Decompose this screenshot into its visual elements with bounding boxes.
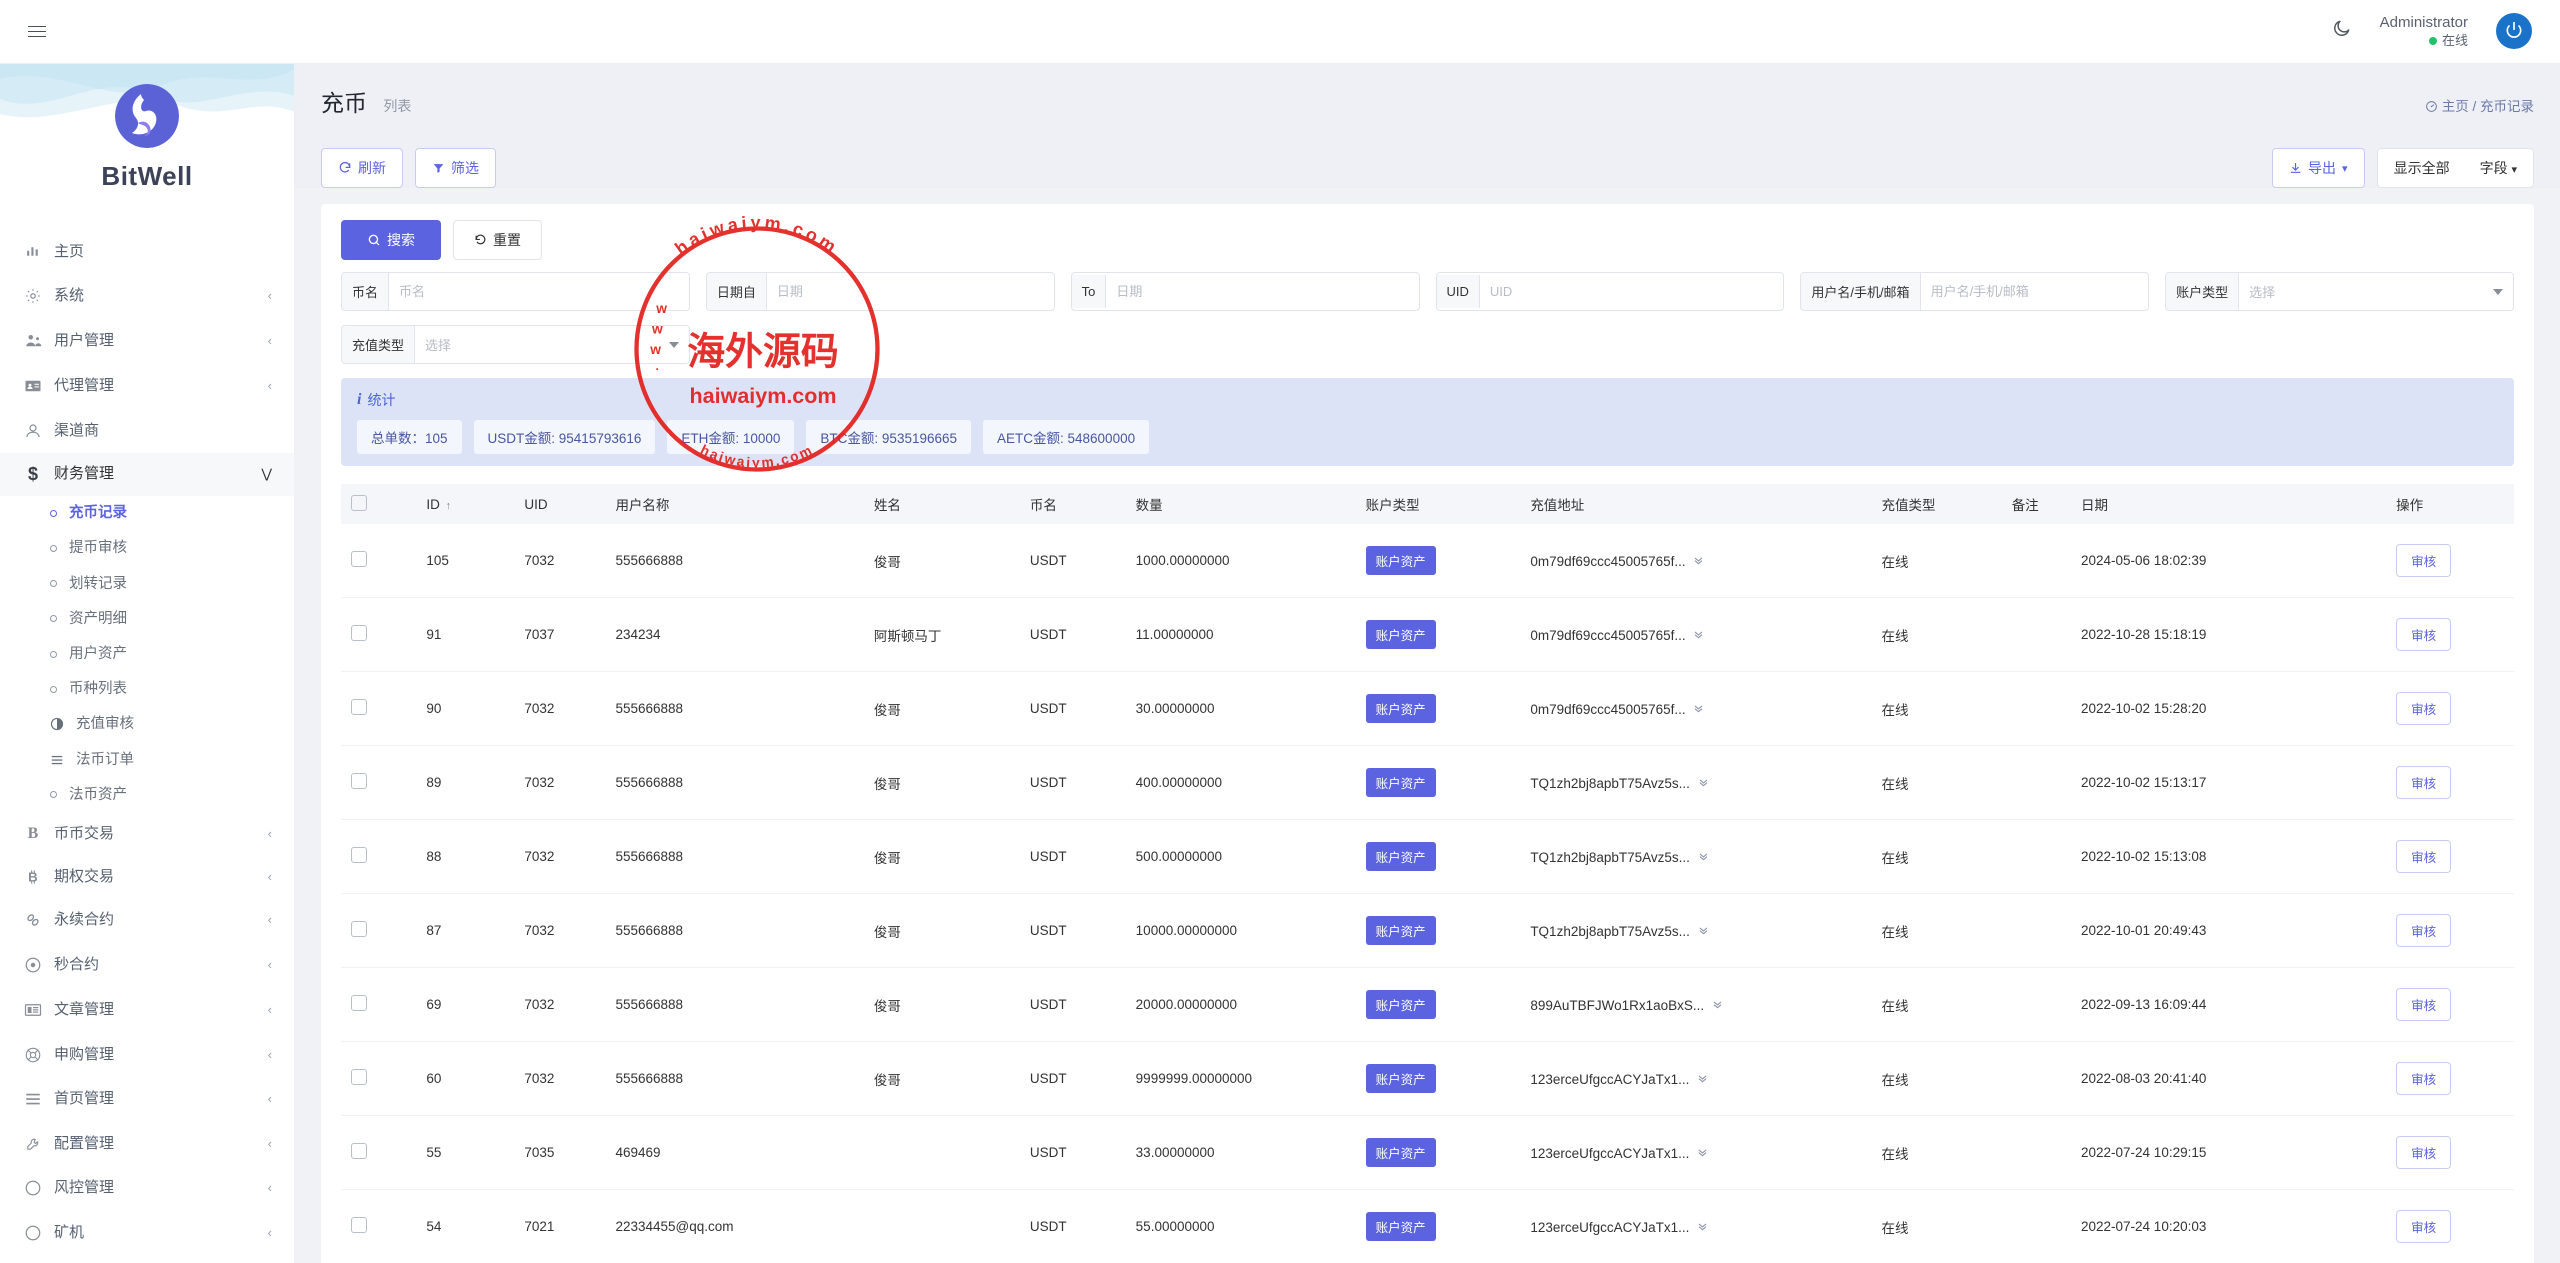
svg-text:B: B — [28, 869, 38, 884]
